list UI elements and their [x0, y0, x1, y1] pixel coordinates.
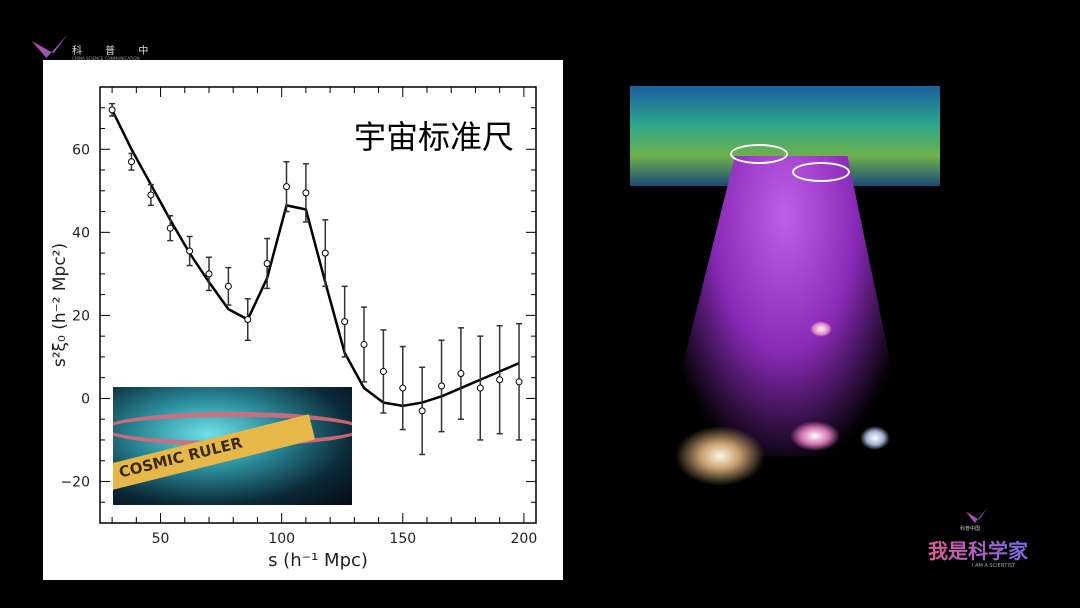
x-tick-label: 50 — [152, 531, 170, 547]
logo-small-text: 科普中国 — [960, 526, 981, 532]
x-tick-label: 100 — [268, 531, 295, 547]
chart-panel: 50 100 150 200 −20 0 20 40 60 s (h⁻¹ Mpc) s²ξ₀ (h⁻… — [43, 60, 563, 580]
y-tick-label: −20 — [60, 474, 90, 490]
logo-mark-icon — [966, 507, 988, 523]
data-point — [457, 370, 465, 378]
cosmic-ruler-image: COSMIC RULER — [113, 387, 352, 505]
y-axis-label: s²ξ₀ (h⁻² Mpc²) — [50, 243, 70, 367]
y-tick-label: 20 — [72, 308, 90, 324]
data-point — [341, 318, 349, 326]
data-point — [166, 224, 174, 232]
data-point — [244, 316, 252, 324]
logo-subtitle: I AM A SCIENTIST — [972, 563, 1016, 569]
y-tick-label: 0 — [81, 391, 90, 407]
data-point — [302, 189, 310, 197]
plot-frame — [99, 86, 537, 524]
i-am-a-scientist-logo: 科普中国 我是科学家 I AM A SCIENTIST — [928, 505, 1038, 575]
matter-cone — [660, 156, 910, 456]
galaxy — [790, 421, 840, 451]
chart-title: 宇宙标准尺 — [354, 118, 514, 156]
x-tick-label: 150 — [389, 531, 416, 547]
y-tick-label: 60 — [72, 142, 90, 158]
y-tick-label: 40 — [72, 225, 90, 241]
galaxy — [675, 426, 765, 486]
logo-title: 我是科学家 — [928, 535, 1028, 564]
x-axis-label: s (h⁻¹ Mpc) — [268, 550, 368, 571]
galaxy — [810, 321, 832, 337]
data-point — [399, 384, 407, 392]
data-point — [476, 384, 484, 392]
ring-marker — [730, 144, 788, 164]
kepu-china-logo: 科 普 中 国 CHINA SCIENCE COMMUNICATION — [32, 34, 172, 72]
data-point — [418, 407, 426, 415]
correlation-chart: 50 100 150 200 −20 0 20 40 60 s (h⁻¹ Mpc) s²ξ₀ (h⁻… — [50, 86, 538, 571]
data-point — [360, 340, 368, 348]
ring-marker — [792, 162, 850, 182]
data-point — [147, 191, 155, 199]
logo-mark-icon — [32, 34, 68, 58]
data-point — [224, 282, 232, 290]
data-point — [496, 376, 504, 384]
x-tick-label: 200 — [511, 531, 538, 547]
data-point — [108, 106, 116, 114]
model-line — [110, 109, 520, 408]
data-point — [438, 382, 446, 390]
data-point — [283, 183, 291, 191]
data-point — [263, 259, 271, 267]
data-point — [515, 378, 523, 386]
data-point — [379, 367, 387, 375]
data-point — [205, 270, 213, 278]
large-scale-structure-image — [630, 86, 940, 522]
data-point — [186, 247, 194, 255]
galaxy — [860, 426, 890, 450]
data-point — [321, 249, 329, 257]
data-point — [127, 158, 135, 166]
logo-subtitle: CHINA SCIENCE COMMUNICATION — [72, 56, 140, 61]
